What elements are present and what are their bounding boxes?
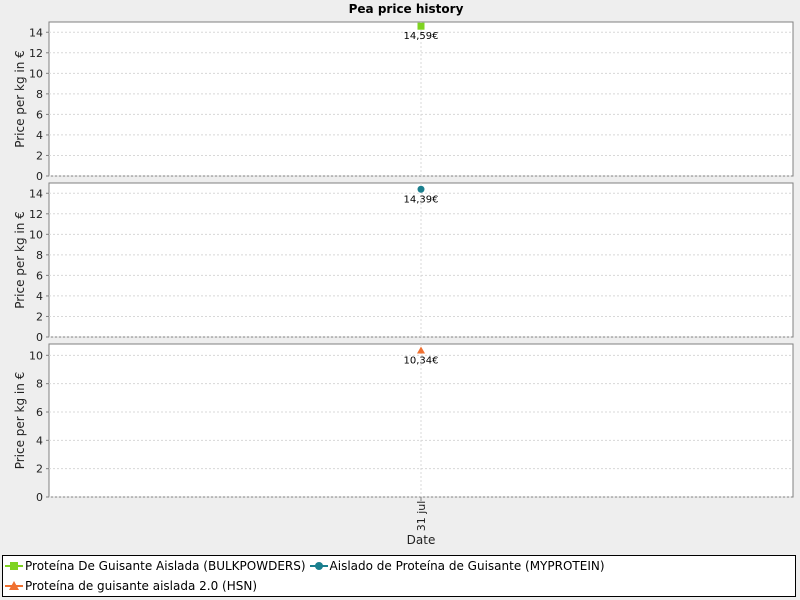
legend-item-bulkpowders: Proteína De Guisante Aislada (BULKPOWDER… (5, 559, 306, 573)
legend-label: Proteína De Guisante Aislada (BULKPOWDER… (25, 559, 306, 573)
y-tick-label: 8 (36, 378, 43, 391)
y-tick-label: 4 (36, 434, 43, 447)
legend: Proteína De Guisante Aislada (BULKPOWDER… (2, 555, 796, 597)
legend-label: Proteína de guisante aislada 2.0 (HSN) (25, 579, 258, 593)
y-tick-label: 0 (36, 491, 43, 504)
y-axis-label: Price per kg in € (13, 50, 27, 148)
data-point-square (417, 22, 425, 30)
legend-row-2: Proteína de guisante aislada 2.0 (HSN) (3, 576, 795, 596)
circle-marker-icon (309, 562, 328, 570)
x-tick-label: 31 jul (415, 501, 428, 532)
legend-item-myprotein: Aislado de Proteína de Guisante (MYPROTE… (309, 559, 605, 573)
chart-title: Pea price history (349, 2, 464, 16)
data-label: 14,59€ (404, 31, 439, 42)
data-label: 10,34€ (404, 356, 439, 367)
y-tick-label: 10 (29, 349, 43, 362)
y-tick-label: 2 (36, 463, 43, 476)
y-axis-label: Price per kg in € (13, 211, 27, 309)
y-tick-label: 6 (36, 269, 43, 282)
y-tick-label: 0 (36, 170, 43, 183)
y-tick-label: 12 (29, 208, 43, 221)
y-tick-label: 2 (36, 149, 43, 162)
y-tick-label: 4 (36, 290, 43, 303)
data-point-circle (417, 185, 425, 193)
y-tick-label: 8 (36, 249, 43, 262)
y-tick-label: 14 (29, 187, 43, 200)
y-tick-label: 12 (29, 47, 43, 60)
y-tick-label: 2 (36, 310, 43, 323)
y-tick-label: 10 (29, 67, 43, 80)
y-tick-label: 14 (29, 26, 43, 39)
legend-item-hsn: Proteína de guisante aislada 2.0 (HSN) (5, 579, 257, 593)
x-axis-label: Date (407, 533, 436, 547)
legend-row-1: Proteína De Guisante Aislada (BULKPOWDER… (3, 556, 795, 576)
y-tick-label: 0 (36, 331, 43, 344)
y-tick-label: 6 (36, 406, 43, 419)
legend-label: Aislado de Proteína de Guisante (MYPROTE… (329, 559, 605, 573)
data-label: 14,39€ (404, 194, 439, 205)
triangle-marker-icon (5, 581, 23, 590)
y-tick-label: 6 (36, 108, 43, 121)
y-axis-label: Price per kg in € (13, 372, 27, 470)
y-tick-label: 10 (29, 228, 43, 241)
y-tick-label: 4 (36, 129, 43, 142)
square-marker-icon (5, 562, 23, 570)
data-point-triangle (417, 346, 425, 354)
y-tick-label: 8 (36, 88, 43, 101)
